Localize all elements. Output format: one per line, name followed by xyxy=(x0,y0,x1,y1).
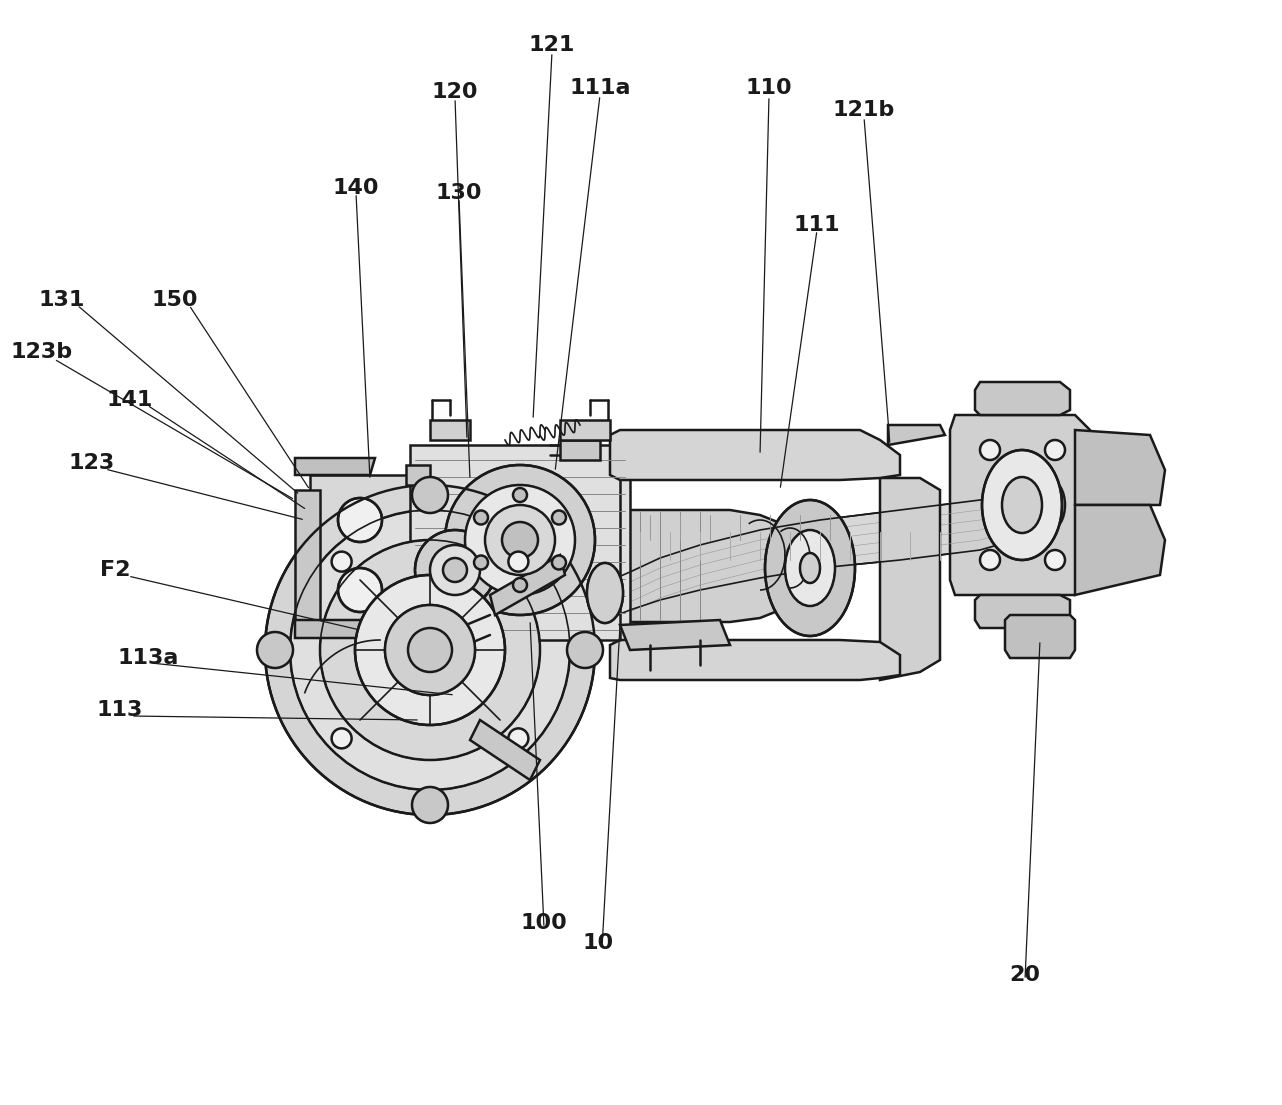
Ellipse shape xyxy=(503,522,538,558)
Polygon shape xyxy=(590,511,810,622)
Ellipse shape xyxy=(332,728,351,748)
Polygon shape xyxy=(610,430,900,480)
Polygon shape xyxy=(560,440,600,460)
Text: 131: 131 xyxy=(38,290,85,311)
Ellipse shape xyxy=(415,530,495,610)
Ellipse shape xyxy=(509,551,528,571)
Ellipse shape xyxy=(408,628,453,672)
Ellipse shape xyxy=(553,556,565,569)
Ellipse shape xyxy=(553,511,565,525)
Polygon shape xyxy=(888,425,945,445)
Ellipse shape xyxy=(412,477,447,513)
Text: 150: 150 xyxy=(151,290,199,311)
Ellipse shape xyxy=(1035,480,1065,530)
Polygon shape xyxy=(410,445,629,640)
Ellipse shape xyxy=(290,511,570,790)
Polygon shape xyxy=(295,490,320,620)
Text: 113: 113 xyxy=(97,699,144,720)
Text: 121: 121 xyxy=(528,35,576,55)
Ellipse shape xyxy=(444,558,467,582)
Text: 100: 100 xyxy=(520,913,568,933)
Ellipse shape xyxy=(474,556,488,569)
Ellipse shape xyxy=(385,606,476,695)
Text: 123b: 123b xyxy=(12,343,73,362)
Ellipse shape xyxy=(567,632,603,669)
Text: 121b: 121b xyxy=(833,99,895,120)
Polygon shape xyxy=(1076,430,1165,505)
Ellipse shape xyxy=(412,787,447,823)
Text: 10: 10 xyxy=(582,933,614,953)
Text: 111: 111 xyxy=(794,215,840,235)
Ellipse shape xyxy=(338,498,382,541)
Text: 20: 20 xyxy=(1009,965,1041,985)
Polygon shape xyxy=(295,457,376,475)
Ellipse shape xyxy=(355,575,505,725)
Ellipse shape xyxy=(513,578,527,592)
Text: 120: 120 xyxy=(432,82,478,102)
Ellipse shape xyxy=(800,552,820,583)
Polygon shape xyxy=(406,465,429,485)
Text: F2: F2 xyxy=(100,560,131,580)
Ellipse shape xyxy=(979,550,1000,570)
Ellipse shape xyxy=(785,530,835,606)
Ellipse shape xyxy=(256,632,294,669)
Polygon shape xyxy=(1005,615,1076,657)
Polygon shape xyxy=(950,415,1090,594)
Polygon shape xyxy=(470,720,540,780)
Text: 123: 123 xyxy=(69,453,115,473)
Ellipse shape xyxy=(1045,440,1065,460)
Polygon shape xyxy=(295,620,376,638)
Ellipse shape xyxy=(485,505,555,575)
Ellipse shape xyxy=(474,511,488,525)
Polygon shape xyxy=(1076,505,1165,594)
Polygon shape xyxy=(620,620,729,650)
Polygon shape xyxy=(429,420,470,440)
Polygon shape xyxy=(490,555,565,615)
Ellipse shape xyxy=(332,551,351,571)
Polygon shape xyxy=(976,594,1070,628)
Ellipse shape xyxy=(979,440,1000,460)
Ellipse shape xyxy=(982,450,1061,560)
Text: 111a: 111a xyxy=(569,78,631,98)
Text: 140: 140 xyxy=(333,178,379,198)
Polygon shape xyxy=(560,420,610,440)
Ellipse shape xyxy=(445,465,595,615)
Ellipse shape xyxy=(1045,550,1065,570)
Ellipse shape xyxy=(587,564,623,623)
Ellipse shape xyxy=(513,488,527,502)
Text: 113a: 113a xyxy=(118,648,178,669)
Ellipse shape xyxy=(429,545,479,594)
Polygon shape xyxy=(310,475,420,635)
Polygon shape xyxy=(610,640,900,680)
Polygon shape xyxy=(879,478,940,680)
Ellipse shape xyxy=(338,568,382,612)
Polygon shape xyxy=(600,480,1050,622)
Text: 141: 141 xyxy=(106,390,153,410)
Ellipse shape xyxy=(465,485,576,594)
Ellipse shape xyxy=(320,540,540,760)
Polygon shape xyxy=(976,382,1070,415)
Ellipse shape xyxy=(265,485,595,815)
Text: 110: 110 xyxy=(746,78,792,98)
Ellipse shape xyxy=(509,728,528,748)
Ellipse shape xyxy=(765,499,855,636)
Ellipse shape xyxy=(1003,477,1042,533)
Text: 130: 130 xyxy=(436,183,482,203)
